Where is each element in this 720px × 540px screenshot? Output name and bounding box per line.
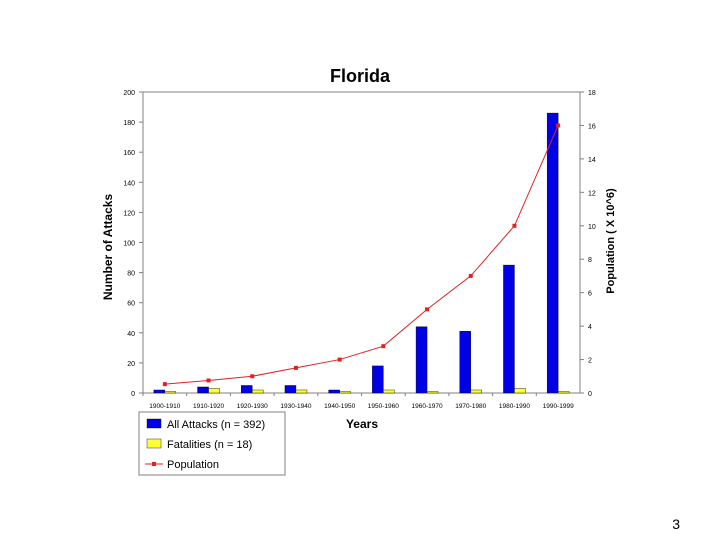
population-point (512, 223, 517, 228)
y-axis-label: Number of Attacks (101, 194, 115, 301)
population-point (556, 123, 561, 128)
y2-axis-title: Population ( X 10^6) (605, 188, 617, 294)
y2-tick-label: 8 (588, 257, 592, 264)
population-point (337, 357, 342, 362)
legend: All Attacks (n = 392) Fatalities (n = 18)… (138, 411, 286, 476)
y2-tick-label: 14 (588, 157, 596, 164)
y2-tick-label: 10 (588, 224, 596, 231)
y-tick-label: 60 (127, 301, 135, 308)
x-tick-label: 1980-1990 (499, 403, 530, 410)
y-tick-label: 140 (123, 180, 135, 187)
legend-label: All Attacks (n = 392) (167, 419, 265, 431)
attacks-bar (372, 365, 384, 394)
fatalities-bar (383, 389, 395, 394)
y-tick-label: 160 (123, 150, 135, 157)
y2-tick-label: 4 (588, 324, 592, 331)
chart-title: Florida (330, 66, 391, 86)
y-tick-label: 120 (123, 210, 135, 217)
x-tick-label: 1900-1910 (149, 403, 180, 410)
y-tick-label: 80 (127, 271, 135, 278)
attacks-bar (241, 385, 253, 394)
legend-label: Fatalities (n = 18) (167, 439, 252, 451)
y2-tick-label: 12 (588, 190, 596, 197)
fatalities-bar (470, 389, 482, 394)
population-line (164, 125, 559, 385)
fatalities-bar (514, 388, 526, 394)
y-tick-label: 180 (123, 120, 135, 127)
y2-tick-label: 6 (588, 291, 592, 298)
legend-swatch (146, 438, 162, 449)
x-axis-title: Years (346, 417, 378, 431)
legend-label: Population (167, 459, 219, 471)
fatalities-bar (208, 388, 220, 394)
population-point (468, 273, 473, 278)
fatalities-bar (252, 389, 264, 394)
y2-tick-label: 0 (588, 391, 592, 398)
fatalities-bar (557, 391, 570, 394)
attacks-bar (197, 386, 209, 394)
fatalities-bar (164, 391, 177, 394)
x-tick-label: 1920-1930 (237, 403, 268, 410)
y2-tick-label: 2 (588, 358, 592, 365)
y2-tick-label: 16 (588, 123, 596, 130)
y2-tick-label: 18 (588, 90, 596, 97)
attacks-bar (153, 389, 166, 394)
y-tick-label: 20 (127, 361, 135, 368)
fatalities-bar (426, 391, 439, 394)
x-tick-label: 1950-1960 (368, 403, 399, 410)
attacks-bar (503, 264, 515, 394)
x-tick-label: 1970-1980 (455, 403, 486, 410)
x-tick-label: 1990-1999 (543, 403, 574, 410)
y-tick-label: 0 (131, 391, 135, 398)
legend-marker (152, 462, 156, 466)
y-tick-label: 200 (123, 90, 135, 97)
y-tick-label: 40 (127, 331, 135, 338)
fatalities-bar (295, 389, 308, 394)
plot-area: 0 20 40 60 80 100 120 140 160 180 200 0 2 4 6 8 10 12 14 16… (123, 90, 596, 410)
attacks-bar (284, 385, 297, 394)
x-tick-label: 1940-1950 (324, 403, 355, 410)
population-point (293, 365, 298, 370)
y-tick-label: 100 (123, 241, 135, 248)
attacks-bar (415, 326, 428, 394)
legend-box (138, 411, 286, 476)
legend-swatch (146, 418, 162, 429)
population-point (206, 378, 211, 383)
y-axis-title: Number of Attacks (101, 194, 115, 301)
x-tick-label: 1960-1970 (412, 403, 443, 410)
population-point (381, 344, 386, 349)
slide-number: 3 (672, 516, 680, 532)
attacks-bar (459, 331, 471, 394)
x-tick-label: 1930-1940 (280, 403, 311, 410)
population-point (250, 374, 255, 379)
y2-axis-label: Population ( X 10^6) (605, 188, 617, 294)
attacks-bar (328, 389, 340, 394)
population-point (425, 307, 430, 312)
attacks-bar (546, 112, 559, 394)
population-point (162, 382, 167, 387)
fatalities-bar (339, 391, 351, 394)
x-tick-label: 1910-1920 (193, 403, 224, 410)
